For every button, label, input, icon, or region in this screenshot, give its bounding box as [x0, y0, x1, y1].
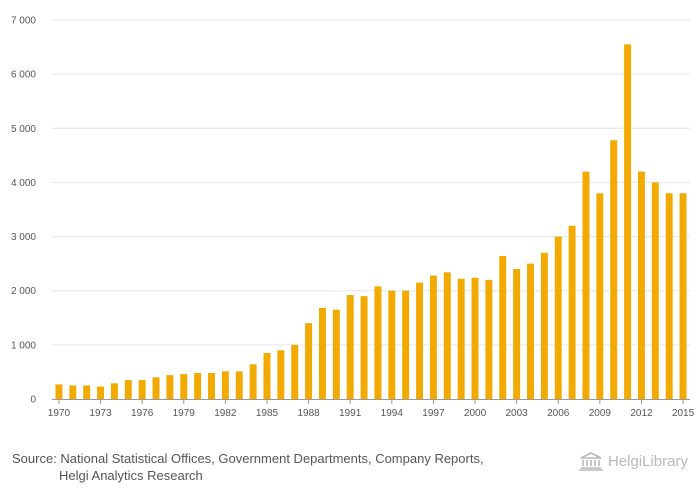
bar-2002: [499, 256, 507, 399]
bar-2005: [540, 252, 548, 399]
gridlines: [52, 19, 690, 346]
bar-1985: [263, 352, 271, 399]
bar-1983: [235, 371, 243, 399]
bar-2004: [527, 263, 534, 399]
bar-1997: [429, 275, 437, 399]
source-line-2: Helgi Analytics Research: [59, 468, 203, 483]
bar-1993: [374, 286, 382, 399]
x-tick-label: 2000: [464, 408, 487, 419]
x-tick-label: 1988: [297, 408, 320, 419]
bar-1991: [346, 295, 354, 399]
source-note: Source: National Statistical Offices, Go…: [12, 450, 484, 484]
bar-1978: [166, 375, 174, 399]
bar-1975: [124, 380, 132, 399]
logo-text: HelgiLibrary: [607, 452, 688, 470]
bar-1979: [180, 374, 188, 399]
x-tick-label: 1994: [381, 408, 404, 419]
y-tick-label: 2 000: [11, 286, 36, 297]
bar-1977: [152, 377, 160, 399]
bar-1995: [402, 290, 410, 399]
bar-2007: [568, 225, 576, 399]
bar-1994: [388, 290, 396, 399]
x-tick-label: 1997: [422, 408, 445, 419]
bars: [55, 44, 687, 399]
bar-1990: [332, 309, 340, 399]
bar-1984: [249, 364, 257, 399]
bar-2006: [554, 236, 562, 399]
bar-1971: [69, 385, 77, 399]
bar-2000: [471, 277, 479, 399]
x-tick-label: 2015: [672, 408, 695, 419]
bar-1980: [194, 373, 202, 399]
bar-1988: [305, 323, 313, 399]
bar-2012: [637, 171, 645, 399]
bar-2015: [679, 193, 687, 399]
x-tick-label: 1979: [173, 408, 196, 419]
bar-1982: [221, 371, 229, 399]
bar-1981: [208, 373, 215, 399]
y-tick-label: 7 000: [11, 16, 36, 27]
bar-1973: [97, 386, 105, 399]
bar-1974: [110, 383, 118, 399]
x-tick-label: 1991: [339, 408, 362, 419]
bar-1972: [83, 385, 91, 399]
source-line-1: Source: National Statistical Offices, Go…: [12, 451, 484, 466]
bar-2011: [624, 44, 632, 399]
bar-2001: [485, 279, 493, 399]
bar-chart: 0 1 000 2 000 3 000 4 000 5 000 6 000 7 000 197…: [11, 16, 695, 420]
bar-1989: [318, 308, 326, 399]
bar-1987: [291, 344, 299, 399]
y-tick-label: 4 000: [11, 178, 36, 189]
x-tick-label: 2006: [547, 408, 570, 419]
x-tick-label: 1982: [214, 408, 237, 419]
y-tick-label: 3 000: [11, 232, 36, 243]
bar-2014: [665, 193, 673, 399]
bar-1992: [360, 296, 368, 399]
y-tick-label: 1 000: [11, 340, 36, 351]
x-tick-label: 1970: [48, 408, 71, 419]
bar-2010: [610, 140, 618, 399]
bar-2009: [596, 193, 604, 399]
x-tick-label: 1973: [89, 408, 112, 419]
library-building-icon: [578, 452, 603, 471]
bar-1986: [277, 350, 285, 399]
bar-1998: [443, 272, 451, 399]
helgi-library-logo: HelgiLibrary: [578, 451, 688, 471]
bar-1976: [138, 380, 146, 399]
x-tick-label: 1985: [256, 408, 279, 419]
y-tick-label: 0: [30, 395, 36, 406]
y-tick-label: 5 000: [11, 124, 36, 135]
y-tick-label: 6 000: [11, 70, 36, 81]
x-tick-label: 2009: [589, 408, 612, 419]
x-tick-label: 2003: [506, 408, 529, 419]
bar-1996: [416, 282, 424, 399]
bar-1999: [457, 278, 465, 399]
y-axis-ticks: 0 1 000 2 000 3 000 4 000 5 000 6 000 7 000: [11, 16, 36, 406]
x-tick-label: 1976: [131, 408, 154, 419]
bar-2003: [513, 269, 521, 399]
x-tick-label: 2012: [630, 408, 653, 419]
x-axis-ticks: 1970 1973 1976 1979 1982 1985 1988 1991 1994 1997…: [48, 399, 695, 419]
bar-1970: [55, 384, 63, 399]
bar-2008: [582, 171, 590, 399]
bar-2013: [651, 182, 659, 399]
